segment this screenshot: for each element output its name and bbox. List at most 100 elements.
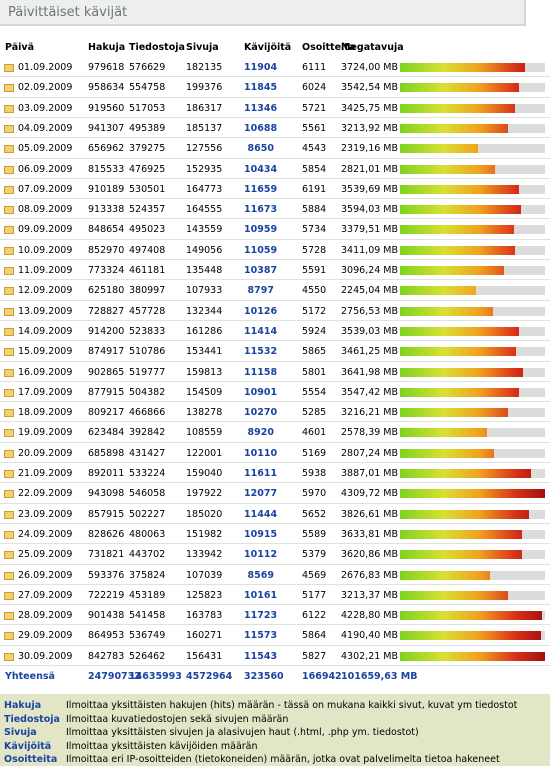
table-cell: 554758 bbox=[129, 82, 166, 94]
table-cell: 2676,83 MB bbox=[341, 569, 399, 581]
row-separator bbox=[0, 644, 550, 646]
legend-term: Kävijöitä bbox=[4, 740, 52, 752]
bar-track bbox=[400, 387, 545, 397]
table-cell: 10.09.2009 bbox=[18, 244, 73, 256]
bar-track bbox=[400, 63, 545, 72]
table-cell: 125823 bbox=[186, 589, 223, 601]
table-cell: 941307 bbox=[88, 122, 125, 134]
traffic-bar bbox=[400, 83, 520, 93]
traffic-bar bbox=[400, 611, 543, 621]
visitor-link[interactable]: 10161 bbox=[244, 589, 278, 601]
total-cell: 24790732 bbox=[88, 671, 141, 682]
table-cell: 5864 bbox=[302, 630, 327, 642]
table-cell: 5554 bbox=[302, 386, 327, 398]
visitor-link[interactable]: 11611 bbox=[244, 468, 278, 479]
row-separator bbox=[0, 76, 550, 78]
row-icon bbox=[4, 429, 14, 438]
visitor-link[interactable]: 8650 bbox=[247, 143, 274, 155]
table-cell: 3539,03 MB bbox=[341, 325, 399, 337]
table-cell: 23.09.2009 bbox=[18, 508, 73, 520]
table-cell: 773324 bbox=[88, 265, 125, 276]
row-separator bbox=[0, 238, 550, 240]
table-cell: 25.09.2009 bbox=[18, 549, 73, 561]
table-cell: 08.09.2009 bbox=[18, 204, 73, 216]
table-cell: 132344 bbox=[186, 305, 223, 317]
visitor-link[interactable]: 11158 bbox=[244, 366, 278, 378]
bar-track bbox=[400, 367, 545, 377]
table-cell: 04.09.2009 bbox=[18, 122, 73, 134]
table-cell: 159813 bbox=[186, 366, 223, 378]
table-cell: 127556 bbox=[186, 143, 223, 155]
table-cell: 877915 bbox=[88, 386, 125, 398]
visitor-link[interactable]: 11532 bbox=[244, 346, 278, 358]
visitor-link[interactable]: 10270 bbox=[244, 407, 278, 419]
table-cell: 722219 bbox=[88, 589, 125, 601]
table-cell: 852970 bbox=[88, 244, 125, 256]
visitor-link[interactable]: 11414 bbox=[244, 325, 278, 337]
row-separator bbox=[0, 177, 550, 179]
visitor-link[interactable]: 10688 bbox=[244, 122, 278, 134]
bar-track bbox=[400, 590, 545, 600]
total-cell: 166942 bbox=[302, 671, 342, 682]
visitor-link[interactable]: 10915 bbox=[244, 528, 278, 540]
visitor-link[interactable]: 8797 bbox=[247, 285, 274, 297]
bar-track bbox=[400, 103, 545, 113]
table-cell: 21.09.2009 bbox=[18, 468, 73, 479]
visitor-link[interactable]: 11659 bbox=[244, 183, 278, 195]
visitor-link[interactable]: 10110 bbox=[244, 447, 278, 459]
traffic-bar bbox=[400, 651, 545, 661]
visitor-link[interactable]: 10387 bbox=[244, 265, 278, 276]
table-cell: 379275 bbox=[129, 143, 166, 155]
row-icon bbox=[4, 246, 14, 255]
table-cell: 28.09.2009 bbox=[18, 610, 73, 622]
visitor-link[interactable]: 12077 bbox=[244, 488, 278, 500]
table-cell: 497408 bbox=[129, 244, 166, 256]
table-cell: 625180 bbox=[88, 285, 125, 297]
bar-track bbox=[400, 123, 545, 133]
table-cell: 901438 bbox=[88, 610, 125, 622]
table-cell: 914200 bbox=[88, 325, 125, 337]
visitor-link[interactable]: 11904 bbox=[244, 62, 278, 73]
row-separator bbox=[0, 319, 550, 321]
visitor-link[interactable]: 11059 bbox=[244, 244, 278, 256]
visitor-link[interactable]: 11723 bbox=[244, 610, 278, 622]
table-cell: 15.09.2009 bbox=[18, 346, 73, 358]
row-icon bbox=[4, 490, 14, 499]
visitor-link[interactable]: 11845 bbox=[244, 82, 278, 94]
row-separator bbox=[0, 421, 550, 423]
table-cell: 526462 bbox=[129, 650, 166, 662]
table-cell: 149056 bbox=[186, 244, 223, 256]
visitor-link[interactable]: 8569 bbox=[247, 569, 274, 581]
row-separator bbox=[0, 157, 550, 159]
visitor-link[interactable]: 11543 bbox=[244, 650, 278, 662]
visitor-link[interactable]: 8920 bbox=[247, 427, 274, 439]
table-cell: 3620,86 MB bbox=[341, 549, 399, 561]
visitor-link[interactable]: 11673 bbox=[244, 204, 278, 216]
bar-track bbox=[400, 570, 545, 580]
visitor-link[interactable]: 10112 bbox=[244, 549, 278, 561]
table-cell: 504382 bbox=[129, 386, 166, 398]
visitor-link[interactable]: 11444 bbox=[244, 508, 278, 520]
visitor-link[interactable]: 10434 bbox=[244, 163, 278, 175]
row-separator bbox=[0, 401, 550, 403]
bar-track bbox=[400, 347, 545, 357]
bar-track bbox=[400, 489, 545, 499]
table-cell: 22.09.2009 bbox=[18, 488, 73, 500]
table-cell: 4302,21 MB bbox=[341, 650, 399, 662]
row-separator bbox=[0, 604, 550, 606]
table-cell: 431427 bbox=[129, 447, 166, 459]
visitor-link[interactable]: 11573 bbox=[244, 630, 278, 642]
table-cell: 01.09.2009 bbox=[18, 62, 73, 73]
table-cell: 523833 bbox=[129, 325, 166, 337]
visitor-link[interactable]: 10959 bbox=[244, 224, 278, 236]
visitor-link[interactable]: 11346 bbox=[244, 102, 278, 114]
legend-term: Osoitteita bbox=[4, 754, 58, 765]
column-header: Sivuja bbox=[186, 42, 219, 53]
table-cell: 03.09.2009 bbox=[18, 102, 73, 114]
visitor-link[interactable]: 10126 bbox=[244, 305, 278, 317]
row-separator bbox=[0, 441, 550, 443]
visitor-link[interactable]: 10901 bbox=[244, 386, 278, 398]
table-cell: 828626 bbox=[88, 528, 125, 540]
row-icon bbox=[4, 632, 14, 641]
